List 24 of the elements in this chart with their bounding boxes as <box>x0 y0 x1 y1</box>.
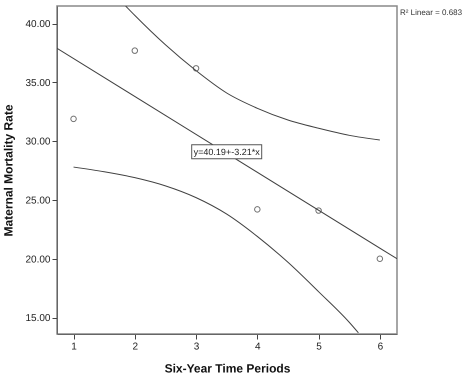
y-tick-label: 30.00 <box>25 136 51 148</box>
point <box>254 206 261 213</box>
point <box>315 207 322 214</box>
x-tick-label: 4 <box>255 342 262 352</box>
x-tick-label: 1 <box>71 342 78 352</box>
y-tick-label: 15.00 <box>25 313 51 324</box>
point <box>70 116 77 122</box>
line-series <box>125 6 380 141</box>
line-series <box>73 166 359 334</box>
x-tick-label: 6 <box>378 342 384 352</box>
point <box>132 47 138 54</box>
y-axis-title: Maternal Mortality Rate <box>1 104 16 237</box>
x-tick-label: 2 <box>132 342 139 352</box>
x-axis-title: Six-Year Time Periods <box>164 362 291 376</box>
point <box>192 65 200 72</box>
x-tick-label: 3 <box>194 342 200 352</box>
y-tick-label: 25.00 <box>25 195 51 206</box>
point <box>376 256 384 262</box>
x-tick-label: 5 <box>316 342 322 352</box>
text: R² Linear = 0.683 <box>400 8 463 17</box>
y-tick-label: 20.00 <box>25 254 51 266</box>
y-tick-label: 40.00 <box>25 19 51 30</box>
annotation: y=40.19+-3.21*x <box>194 146 260 157</box>
y-tick-label: 35.00 <box>25 78 51 89</box>
